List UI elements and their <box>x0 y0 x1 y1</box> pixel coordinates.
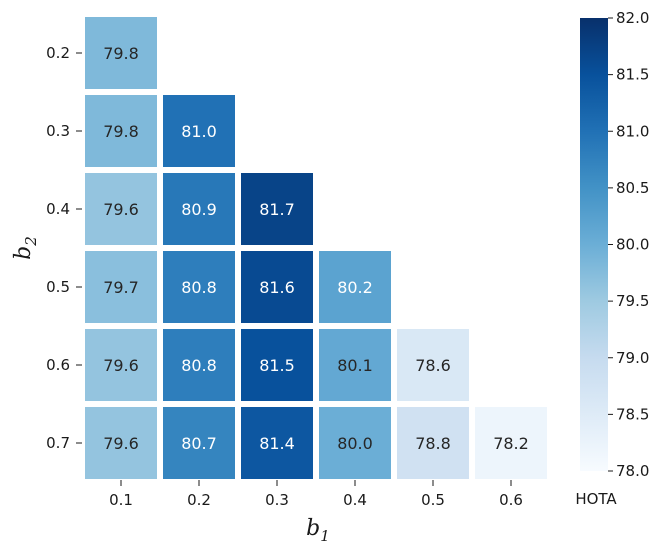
heatmap-cell <box>241 407 313 479</box>
heatmap-cell <box>85 17 157 89</box>
cell-value-label: 81.0 <box>181 122 217 141</box>
cell-value-label: 81.5 <box>259 356 295 375</box>
cell-value-label: 80.0 <box>337 434 373 453</box>
heatmap-cell <box>241 251 313 323</box>
x-tick-label: 0.4 <box>343 491 367 509</box>
y-tick-label: 0.2 <box>46 44 70 62</box>
colorbar-tick-label: 78.5 <box>616 405 649 423</box>
colorbar-tick-label: 79.5 <box>616 292 649 310</box>
y-tick-label: 0.6 <box>46 356 70 374</box>
heatmap-cell <box>163 407 235 479</box>
heatmap-cell <box>241 173 313 245</box>
cell-value-label: 80.9 <box>181 200 217 219</box>
x-tick-label: 0.1 <box>109 491 133 509</box>
colorbar-tick-label: 80.5 <box>616 179 649 197</box>
heatmap-cell <box>85 407 157 479</box>
x-tick-label: 0.5 <box>421 491 445 509</box>
cell-value-label: 79.7 <box>103 278 139 297</box>
heatmap-cell <box>241 329 313 401</box>
heatmap-cells: 79.8 79.8 81.0 79.6 80.9 81.7 79.7 80.8 81.6 80.2… <box>85 17 547 479</box>
colorbar-ticks: 78.0 78.5 79.0 79.5 80.0 80.5 81.0 81.5 82.0 <box>608 9 649 480</box>
colorbar <box>580 18 608 471</box>
y-tick-label: 0.7 <box>46 434 70 452</box>
colorbar-tick-label: 82.0 <box>616 9 649 27</box>
colorbar-tick-label: 81.0 <box>616 122 649 140</box>
heatmap-cell <box>397 407 469 479</box>
y-tick-label: 0.4 <box>46 200 70 218</box>
cell-value-label: 80.8 <box>181 356 217 375</box>
colorbar-label: HOTA <box>575 490 617 508</box>
cell-value-label: 81.6 <box>259 278 295 297</box>
cell-value-label: 79.6 <box>103 356 139 375</box>
heatmap-cell <box>397 329 469 401</box>
cell-value-label: 78.8 <box>415 434 451 453</box>
cell-value-label: 80.2 <box>337 278 373 297</box>
cell-value-label: 80.1 <box>337 356 373 375</box>
heatmap-cell <box>163 251 235 323</box>
heatmap-cell <box>85 95 157 167</box>
cell-value-label: 81.4 <box>259 434 295 453</box>
cell-value-label: 79.6 <box>103 434 139 453</box>
cell-value-label: 80.8 <box>181 278 217 297</box>
x-tick-label: 0.3 <box>265 491 289 509</box>
heatmap-cell <box>163 173 235 245</box>
heatmap-cell <box>475 407 547 479</box>
heatmap-cell <box>319 407 391 479</box>
colorbar-tick-label: 81.5 <box>616 66 649 84</box>
heatmap-cell <box>319 329 391 401</box>
heatmap-cell <box>163 95 235 167</box>
y-tick-label: 0.3 <box>46 122 70 140</box>
y-axis-label: b2 <box>11 236 40 260</box>
cell-value-label: 78.2 <box>493 434 529 453</box>
colorbar-tick-label: 79.0 <box>616 349 649 367</box>
x-tick-label: 0.6 <box>499 491 523 509</box>
heatmap-cell <box>85 251 157 323</box>
x-tick-label: 0.2 <box>187 491 211 509</box>
x-axis-label: b1 <box>306 516 330 545</box>
heatmap-cell <box>163 329 235 401</box>
heatmap-cell <box>85 173 157 245</box>
colorbar-tick-label: 80.0 <box>616 236 649 254</box>
cell-value-label: 80.7 <box>181 434 217 453</box>
cell-value-label: 81.7 <box>259 200 295 219</box>
cell-value-label: 79.8 <box>103 122 139 141</box>
cell-value-label: 79.8 <box>103 44 139 63</box>
heatmap-cell <box>319 251 391 323</box>
x-axis-ticks: 0.1 0.2 0.3 0.4 0.5 0.6 <box>109 480 523 509</box>
cell-value-label: 78.6 <box>415 356 451 375</box>
y-tick-label: 0.5 <box>46 278 70 296</box>
colorbar-tick-label: 78.0 <box>616 462 649 480</box>
cell-value-label: 79.6 <box>103 200 139 219</box>
y-axis-ticks: 0.2 0.3 0.4 0.5 0.6 0.7 <box>46 44 82 452</box>
heatmap-cell <box>85 329 157 401</box>
